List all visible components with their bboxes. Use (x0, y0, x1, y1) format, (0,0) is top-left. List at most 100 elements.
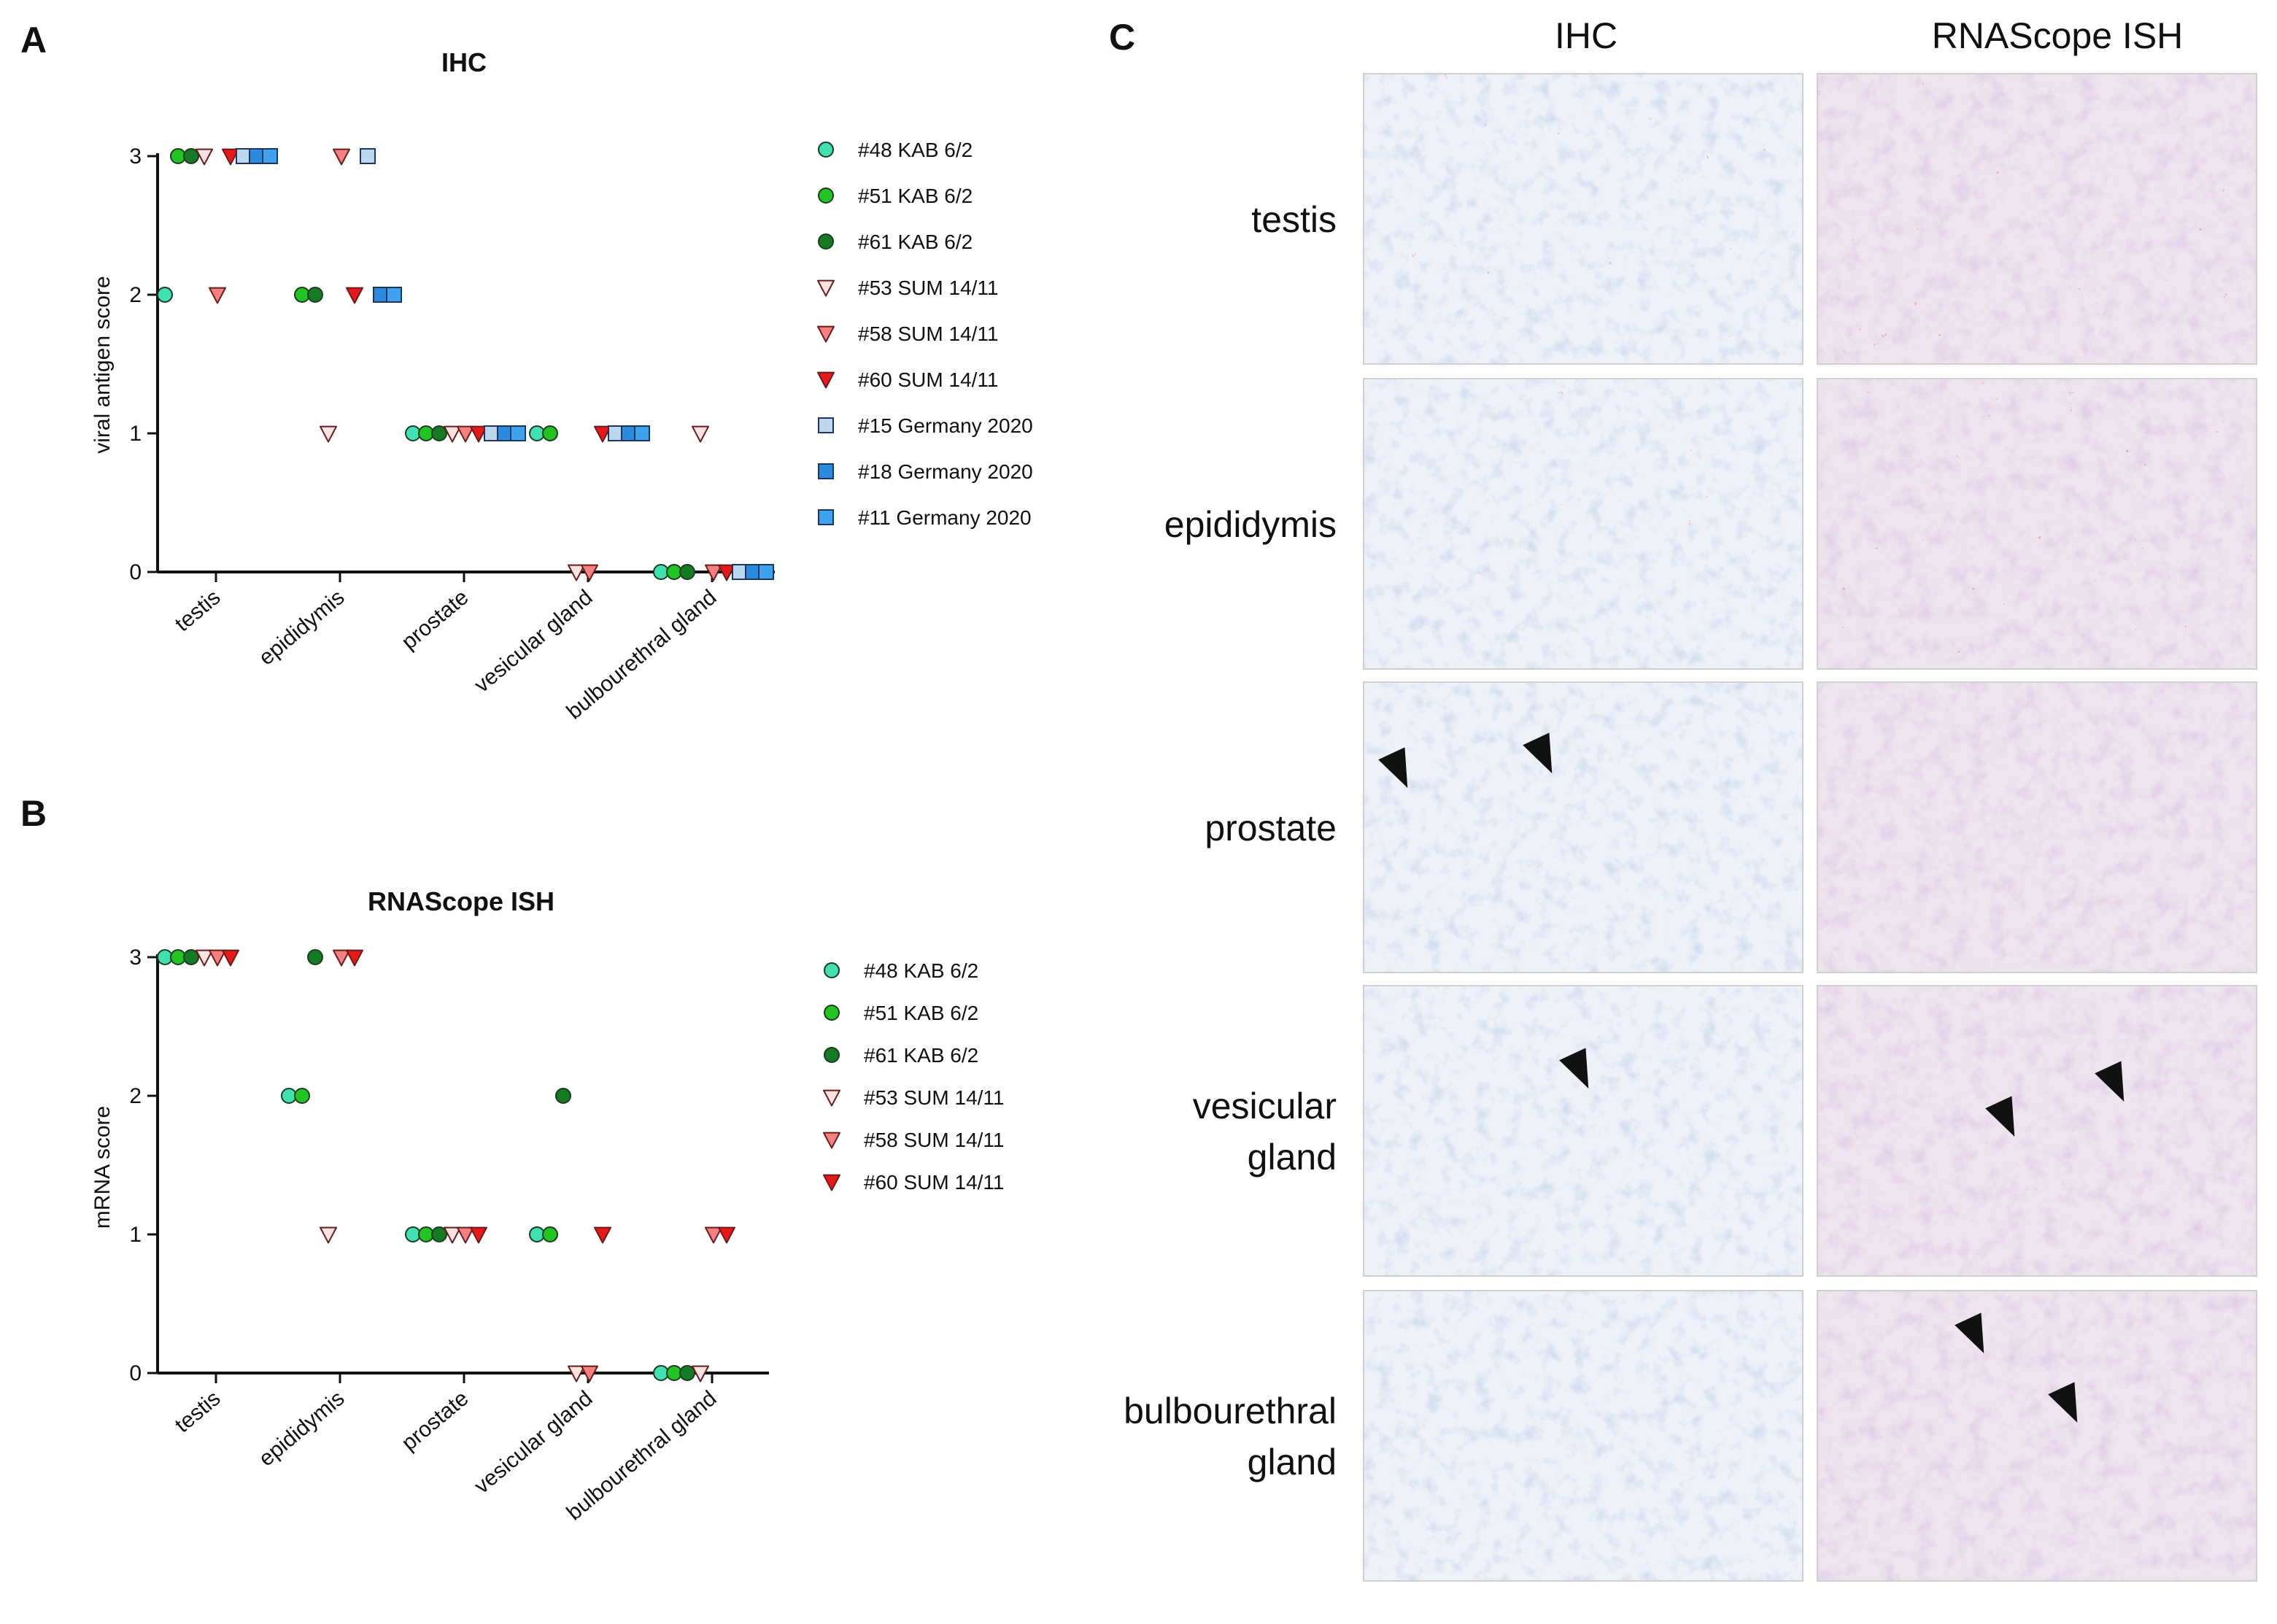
legend-label: #11 Germany 2020 (858, 506, 1032, 529)
axes (156, 954, 769, 1374)
legend-label: #18 Germany 2020 (858, 460, 1033, 483)
tissue-texture (1817, 681, 2257, 973)
x-tick-label: vesicular gland (470, 585, 598, 697)
data-point (222, 949, 239, 967)
row-label: gland (1248, 1442, 1337, 1482)
x-tick-label: testis (171, 1386, 225, 1437)
y-tick-label: 2 (129, 1084, 142, 1108)
x-tick-label: epididymis (255, 585, 349, 670)
legend-marker (823, 1132, 840, 1149)
arrowhead-marker (2048, 1382, 2078, 1423)
ihc-micrograph (1363, 73, 1804, 365)
data-point (209, 949, 226, 967)
y-tick-label: 0 (129, 560, 142, 584)
stain-signal (1363, 378, 1804, 670)
legend-label: #60 SUM 14/11 (858, 368, 999, 391)
x-tick-label: epididymis (255, 1386, 349, 1471)
data-point (555, 1088, 571, 1104)
tile-border (1363, 378, 1804, 670)
rnascope-micrograph (1817, 378, 2257, 670)
legend-marker (824, 1005, 840, 1021)
micrograph-tiles (1363, 73, 2257, 1582)
data-point (431, 1226, 447, 1242)
arrowhead-marker (1955, 1312, 1984, 1353)
panel-label-c: C (1109, 17, 1135, 58)
legend-marker (818, 509, 834, 525)
data-point (183, 148, 199, 164)
legend-marker (817, 325, 835, 343)
data-point (307, 287, 323, 303)
legend-marker (823, 1089, 840, 1107)
y-tick-label: 1 (129, 422, 142, 446)
panel-label-b: B (20, 793, 47, 834)
ihc-micrograph (1363, 985, 1804, 1277)
row-labels: testis epididymis prostate vesicular gland bu… (1124, 199, 1337, 1482)
data-points (157, 949, 735, 1383)
tile-border (1363, 73, 1804, 365)
data-point (470, 425, 487, 443)
arrowhead-marker (2095, 1061, 2125, 1102)
x-tick-label: prostate (397, 585, 473, 654)
legend-marker (818, 233, 834, 250)
data-point (196, 949, 213, 967)
tissue-texture (1817, 985, 2257, 1277)
tissue-texture (1817, 1290, 2257, 1582)
chart-title: IHC (441, 47, 487, 77)
data-point (692, 1365, 709, 1383)
data-points (157, 148, 774, 581)
row-label: testis (1251, 199, 1337, 240)
chart-rnascope: RNAScope ISH mRNA score 0 1 2 3 testis epidi… (90, 886, 1005, 1525)
row-label: prostate (1205, 808, 1337, 848)
row-label: gland (1248, 1137, 1337, 1178)
data-point (333, 949, 350, 967)
legend-label: #58 SUM 14/11 (858, 322, 999, 345)
data-point (542, 1226, 558, 1242)
data-point (692, 425, 709, 443)
row-label: bulbourethral (1124, 1391, 1337, 1431)
data-point (294, 1088, 310, 1104)
data-point (262, 148, 278, 164)
data-point (444, 1226, 461, 1244)
tissue-texture (1363, 1290, 1804, 1582)
tile-border (1817, 985, 2257, 1277)
rnascope-micrograph (1817, 681, 2257, 973)
tissue-texture (1363, 681, 1804, 973)
legend-label: #53 SUM 14/11 (858, 277, 999, 299)
x-tick-label: vesicular gland (470, 1386, 598, 1499)
data-point (679, 1365, 695, 1381)
data-point (758, 564, 774, 580)
legend-marker (823, 1174, 840, 1191)
tile-border (1817, 1290, 2257, 1582)
legend-label: #60 SUM 14/11 (864, 1171, 1005, 1194)
data-point (209, 287, 226, 304)
data-point (718, 564, 735, 581)
tile-border (1363, 681, 1804, 973)
data-point (542, 425, 558, 441)
rnascope-micrograph (1817, 1290, 2257, 1582)
stain-signal (1817, 378, 2257, 670)
chart-ihc: IHC viral antigen score 0 1 2 3 testis epidi… (90, 47, 1033, 724)
data-point (196, 148, 213, 166)
data-point (470, 1226, 487, 1244)
tile-border (1363, 1290, 1804, 1582)
legend-marker (818, 142, 834, 158)
row-label: epididymis (1164, 504, 1337, 545)
legend-label: #15 Germany 2020 (858, 414, 1033, 437)
data-point (346, 287, 363, 304)
data-point (568, 1365, 585, 1383)
chart-title: RNAScope ISH (368, 886, 554, 916)
tile-border (1817, 73, 2257, 365)
legend-marker (824, 962, 840, 978)
data-point (222, 148, 239, 166)
data-point (594, 1226, 611, 1244)
stain-signal (1363, 73, 1804, 365)
arrowhead-marker (1985, 1096, 2015, 1137)
rnascope-micrograph (1817, 985, 2257, 1277)
x-tick-label: testis (171, 585, 225, 636)
data-point (444, 425, 461, 443)
legend-marker (818, 187, 834, 204)
legend-marker (818, 417, 834, 433)
legend-label: #61 KAB 6/2 (858, 231, 973, 253)
